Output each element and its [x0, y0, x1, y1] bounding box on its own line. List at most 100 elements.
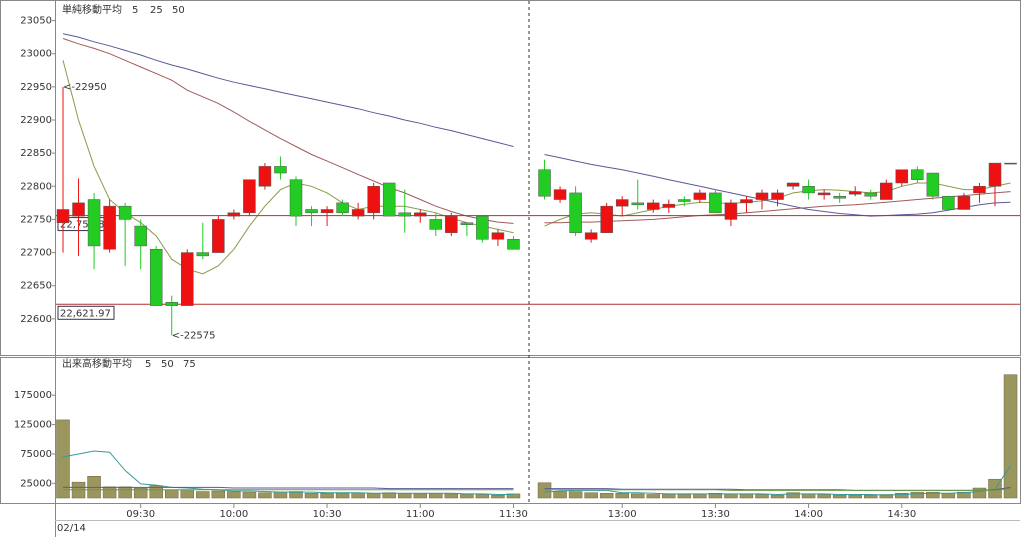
volume-bar	[646, 494, 661, 499]
volume-bar	[366, 493, 381, 499]
candle-body	[429, 219, 443, 230]
ma-line	[62, 450, 514, 495]
candle-body	[336, 202, 349, 214]
volume-bar	[506, 493, 521, 499]
x-tick-label: 11:00	[406, 509, 435, 520]
volume-bar	[351, 492, 365, 499]
candle-body	[833, 195, 846, 199]
volume-bar	[615, 493, 629, 499]
volume-bar	[926, 491, 940, 499]
legend-entry: 5	[145, 359, 151, 370]
x-tick-label: 11:30	[499, 509, 528, 520]
candle-body	[56, 209, 70, 223]
volume-bar	[56, 419, 70, 499]
candle-body	[351, 209, 365, 217]
candle-body	[72, 202, 85, 217]
candle-body	[569, 192, 582, 233]
legend-entry: 50	[172, 5, 185, 16]
candle-body	[709, 192, 722, 214]
y-tick-label: 22700	[20, 248, 52, 259]
volume-bar	[708, 493, 723, 499]
date-label: 02/14	[57, 523, 86, 534]
candle-body	[243, 179, 256, 214]
candle-body	[600, 205, 613, 233]
volume-bar	[429, 493, 443, 499]
candle-body	[740, 199, 753, 204]
legend-entry: 50	[161, 359, 174, 370]
y-tick-label: 125000	[14, 420, 52, 431]
ma-line	[63, 486, 514, 490]
candle-body	[227, 212, 241, 217]
volume-bar	[972, 487, 987, 499]
volume-bar	[832, 494, 847, 499]
legend-entry: 5	[132, 5, 138, 16]
x-tick-label: 10:00	[219, 509, 248, 520]
price-line-label: 22,621.97	[60, 308, 111, 319]
candle-body	[212, 219, 225, 253]
volume-bar	[895, 493, 909, 499]
ma-line	[544, 465, 1011, 496]
volume-bar	[848, 494, 862, 499]
x-tick-label: 14:30	[887, 509, 916, 520]
candle-body	[817, 192, 831, 196]
candle-body	[584, 232, 598, 240]
volume-bar	[102, 486, 117, 499]
volume-bar	[786, 492, 800, 499]
candle-body	[662, 203, 676, 208]
candle-body	[973, 186, 986, 194]
volume-bar	[693, 493, 707, 499]
volume-bar	[568, 491, 583, 499]
volume-bar	[677, 494, 692, 499]
volume-bar	[180, 489, 195, 499]
volume-bar	[584, 492, 598, 499]
candle-body	[647, 202, 660, 210]
volume-bar	[879, 494, 894, 499]
price-line-label: 22,755.81	[60, 220, 111, 231]
candle-body	[724, 202, 738, 220]
volume-bar	[149, 485, 163, 499]
volume-panel	[0, 357, 1021, 504]
volume-bar	[320, 493, 334, 499]
candle-body	[895, 169, 909, 184]
candle-body	[786, 182, 800, 187]
candle-body	[771, 192, 784, 200]
candle-body	[274, 166, 287, 174]
candle-body	[942, 195, 955, 210]
candle-body	[165, 302, 178, 306]
x-tick-label: 13:30	[701, 509, 730, 520]
candle-body	[880, 182, 893, 200]
volume-bar	[957, 491, 971, 499]
candle-body	[149, 249, 163, 306]
y-tick-label: 175000	[14, 390, 52, 401]
candle-body	[538, 169, 551, 197]
candle-body	[181, 252, 194, 306]
volume-bar	[537, 482, 552, 499]
legend-entry: 25	[150, 5, 163, 16]
y-tick-label: 22600	[20, 314, 52, 325]
candle-body	[382, 182, 396, 217]
candle-body	[460, 222, 474, 225]
candle-body	[476, 215, 489, 240]
volume-bar	[739, 494, 754, 499]
legend-entry: 75	[183, 359, 196, 370]
candle-body	[507, 239, 520, 250]
volume-bar	[164, 489, 179, 499]
volume-bar	[242, 491, 257, 499]
volume-bar	[941, 493, 956, 499]
volume-bar	[118, 486, 132, 499]
x-tick-label: 13:00	[608, 509, 637, 520]
volume-bar	[630, 493, 645, 499]
candle-body	[367, 186, 380, 214]
volume-bar	[460, 494, 474, 499]
volume-bar	[755, 494, 769, 499]
candle-body	[87, 199, 101, 247]
y-tick-label: 22750	[20, 214, 52, 225]
candle-body	[103, 205, 116, 250]
volume-bar	[553, 491, 567, 499]
volume-bar	[475, 494, 490, 499]
volume-bar	[196, 491, 210, 499]
volume-bar	[382, 492, 396, 499]
price-legend-title: 単純移動平均	[62, 3, 122, 16]
candle-body	[414, 212, 427, 217]
ma-line	[544, 488, 1011, 491]
